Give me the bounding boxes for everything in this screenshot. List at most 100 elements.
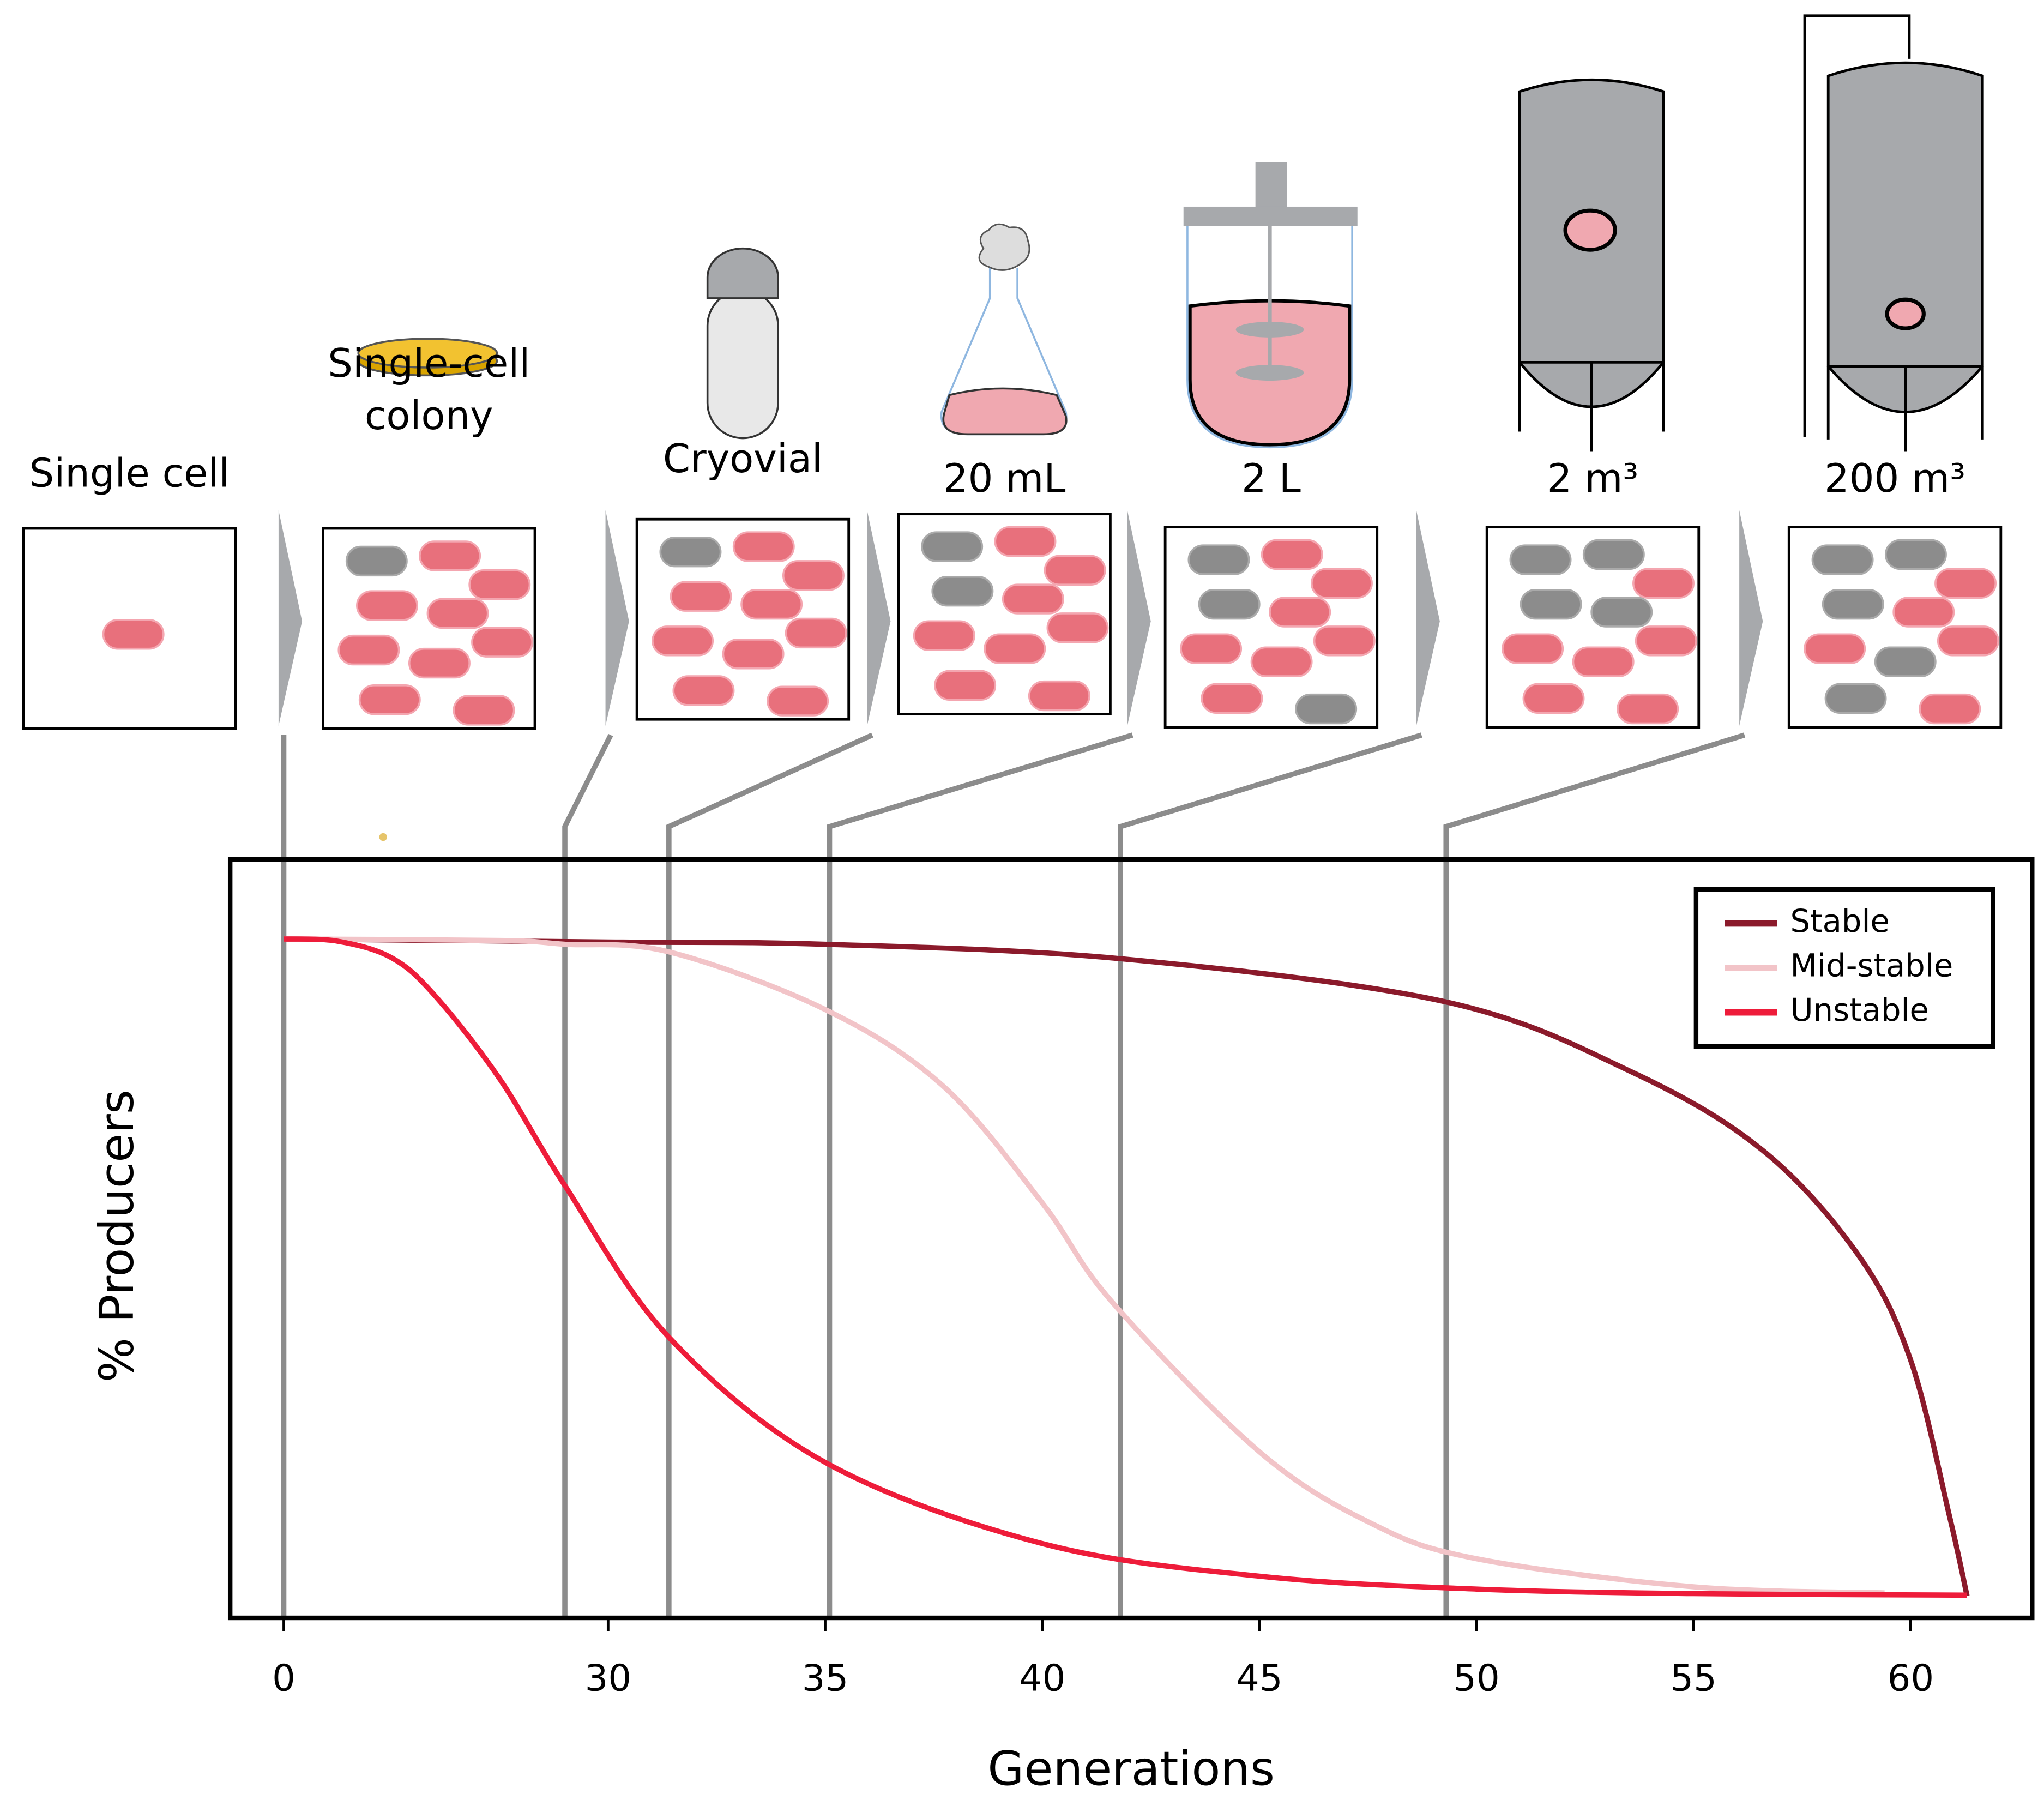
cell bbox=[1520, 588, 1582, 620]
cell bbox=[1002, 583, 1064, 615]
cell bbox=[1811, 544, 1874, 575]
cell bbox=[672, 675, 735, 706]
cell bbox=[652, 625, 714, 657]
cell bbox=[931, 575, 994, 607]
x-tick-label: 55 bbox=[1670, 1657, 1716, 1700]
cell bbox=[468, 569, 531, 600]
cell bbox=[659, 537, 722, 568]
cell bbox=[1313, 625, 1376, 657]
stage-arrow bbox=[1127, 510, 1151, 726]
cell bbox=[337, 634, 400, 666]
x-tick-label: 35 bbox=[802, 1657, 848, 1700]
cell bbox=[1590, 597, 1653, 628]
transition-line bbox=[1443, 732, 1746, 1618]
cell bbox=[1028, 680, 1090, 712]
legend-label: Stable bbox=[1790, 903, 1890, 940]
cell bbox=[913, 620, 975, 651]
cell bbox=[670, 581, 732, 612]
cell bbox=[1198, 588, 1261, 620]
cell bbox=[102, 619, 165, 650]
stage-label: 20 mL bbox=[943, 455, 1066, 501]
transition-line bbox=[562, 733, 613, 1618]
cell bbox=[782, 560, 845, 591]
x-tick-label: 30 bbox=[585, 1657, 631, 1700]
tank-small bbox=[1518, 78, 1665, 452]
cell bbox=[356, 590, 418, 621]
cell bbox=[921, 531, 984, 562]
cell bbox=[1522, 683, 1585, 714]
cell bbox=[453, 695, 515, 726]
cell bbox=[1937, 625, 1999, 657]
stage-label: colony bbox=[365, 393, 493, 438]
yellow-dot bbox=[379, 833, 387, 841]
stage-arrow bbox=[867, 510, 891, 726]
stage-label: 2 m³ bbox=[1547, 455, 1639, 501]
stage-arrow bbox=[1416, 510, 1440, 726]
stage-label: Single cell bbox=[29, 450, 230, 496]
legend-label: Unstable bbox=[1790, 992, 1929, 1028]
cell bbox=[1892, 597, 1955, 628]
cell bbox=[1310, 568, 1373, 599]
cell bbox=[767, 685, 829, 717]
cell bbox=[358, 684, 421, 715]
cell bbox=[1582, 539, 1645, 570]
cryovial bbox=[706, 247, 779, 440]
cell bbox=[1261, 539, 1323, 570]
plot-frame bbox=[227, 857, 2035, 1621]
stage-label: Single-cell bbox=[328, 340, 530, 386]
x-tick-label: 0 bbox=[272, 1657, 296, 1700]
x-tick-label: 45 bbox=[1236, 1657, 1282, 1700]
y-axis-label: % Producers bbox=[90, 1089, 144, 1382]
cell bbox=[345, 545, 408, 577]
cell bbox=[1509, 544, 1572, 575]
cell bbox=[722, 639, 785, 670]
stage-arrow bbox=[278, 510, 303, 726]
cell bbox=[934, 670, 997, 701]
cell bbox=[1804, 633, 1866, 664]
series-line bbox=[284, 936, 1970, 1597]
cell bbox=[471, 627, 534, 658]
cell bbox=[419, 540, 481, 571]
stage-label: Cryovial bbox=[663, 436, 823, 481]
x-tick-label: 60 bbox=[1888, 1657, 1934, 1700]
cell bbox=[1822, 588, 1884, 620]
stage-arrow bbox=[605, 510, 629, 726]
cell bbox=[994, 526, 1057, 557]
cell bbox=[1884, 539, 1947, 570]
cell bbox=[1187, 544, 1250, 575]
cell bbox=[785, 617, 847, 649]
petri-dish bbox=[357, 338, 498, 377]
cell bbox=[1934, 568, 1997, 599]
transition-line bbox=[827, 732, 1133, 1618]
cell bbox=[1824, 683, 1887, 714]
series-line bbox=[284, 936, 1885, 1596]
cell bbox=[426, 598, 489, 629]
transition-line bbox=[1118, 732, 1422, 1618]
cell bbox=[1874, 646, 1937, 677]
cell bbox=[1044, 555, 1106, 586]
stage-label: 200 m³ bbox=[1824, 455, 1965, 501]
cell bbox=[1250, 646, 1313, 677]
series-line bbox=[284, 936, 1967, 1598]
cell bbox=[1635, 625, 1697, 657]
cell bbox=[732, 531, 795, 562]
tank-large bbox=[1803, 14, 1984, 452]
cell bbox=[984, 633, 1046, 664]
stage-label: 2 L bbox=[1241, 455, 1301, 501]
cell bbox=[1919, 693, 1981, 725]
cell bbox=[1046, 612, 1109, 643]
x-tick-label: 50 bbox=[1453, 1657, 1499, 1700]
cell bbox=[740, 588, 803, 620]
cell bbox=[408, 647, 471, 679]
cell bbox=[1502, 633, 1564, 664]
bioreactor bbox=[1183, 162, 1358, 449]
cell bbox=[1201, 683, 1263, 714]
cell bbox=[1617, 693, 1679, 725]
x-tick-label: 40 bbox=[1019, 1657, 1065, 1700]
cell bbox=[1295, 693, 1358, 725]
transition-line bbox=[666, 732, 873, 1618]
x-axis-label: Generations bbox=[987, 1742, 1275, 1796]
legend-label: Mid-stable bbox=[1790, 948, 1953, 984]
